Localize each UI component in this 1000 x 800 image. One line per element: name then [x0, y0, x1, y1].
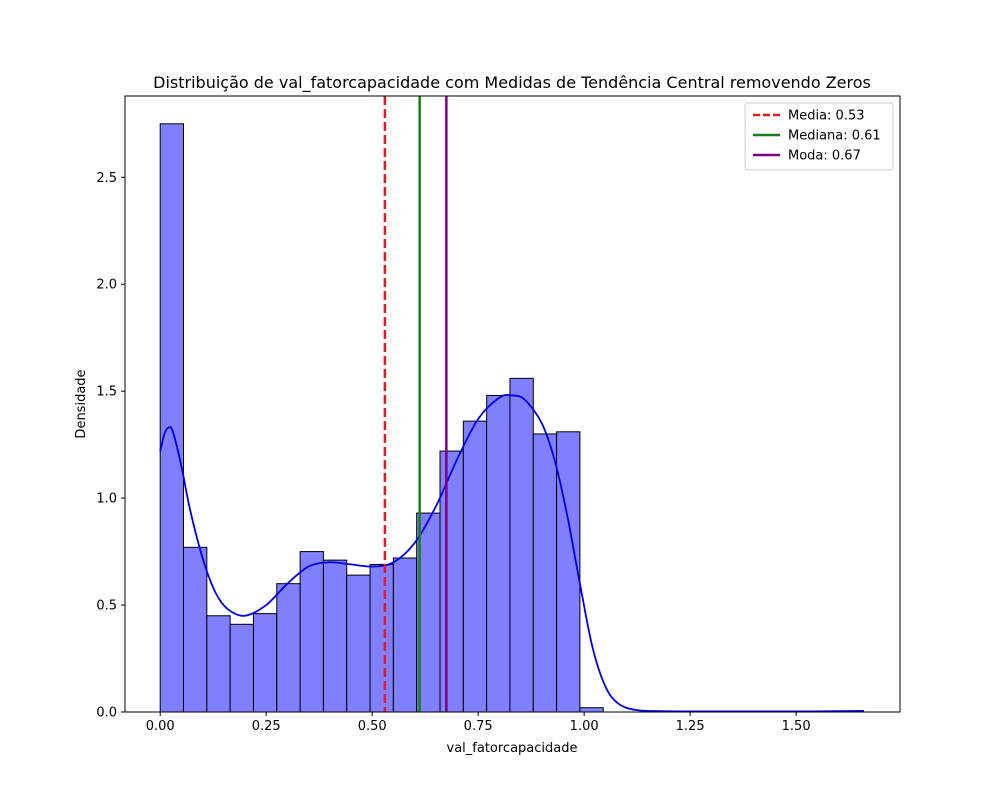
histogram-bar-8: [346, 574, 371, 713]
y-tick-label-2: 1.0: [96, 492, 117, 507]
histogram-bar-14: [486, 394, 511, 713]
histogram-bar-17: [556, 431, 581, 713]
x-axis-title: val_fatorcapacidade: [447, 741, 578, 756]
chart-title: Distribuição de val_fatorcapacidade com …: [153, 73, 871, 93]
y-tick-label-1: 0.5: [96, 599, 117, 614]
histogram-bar-6: [299, 551, 324, 713]
histogram-bar-4: [252, 613, 278, 713]
histogram-bar-18: [579, 707, 604, 713]
x-axis-ticks: 0.00 0.25 0.50 0.75 1.00 1.25 1.50: [146, 712, 811, 734]
x-tick-label-6: 1.50: [782, 719, 811, 734]
x-tick-label-1: 0.25: [252, 719, 281, 734]
y-tick-label-4: 2.0: [96, 278, 117, 293]
y-axis-ticks: 0.0 0.5 1.0 1.5 2.0 2.5: [96, 171, 125, 721]
histogram-bar-3: [229, 623, 254, 713]
x-tick-label-2: 0.50: [358, 719, 387, 734]
legend-label-0: Media: 0.53: [788, 109, 865, 124]
histogram-bar-1: [183, 546, 208, 713]
histogram-bar-10: [392, 557, 418, 713]
x-tick-label-4: 1.00: [570, 719, 599, 734]
histogram-bar-7: [322, 559, 348, 713]
histogram-bar-5: [276, 583, 301, 713]
histogram-bar-16: [532, 433, 558, 713]
histogram-bar-9: [369, 563, 394, 713]
kde-curve: [159, 394, 864, 713]
histogram-bar-13: [462, 420, 488, 713]
histogram-bar-15: [509, 377, 534, 713]
legend-label-2: Moda: 0.67: [788, 149, 861, 164]
legend-box: [744, 102, 894, 171]
x-tick-label-0: 0.00: [146, 719, 175, 734]
kde-layer: [159, 394, 864, 713]
histogram-bar-0: [159, 123, 185, 713]
central-tendency-lines: [383, 96, 448, 712]
legend-label-1: Mediana: 0.61: [788, 129, 881, 144]
legend: Media: 0.53 Mediana: 0.61 Moda: 0.67: [744, 102, 894, 171]
x-tick-label-3: 0.75: [464, 719, 493, 734]
y-axis-title: Densidade: [74, 369, 89, 438]
histogram-bars: [159, 123, 604, 713]
x-tick-label-5: 1.25: [676, 719, 705, 734]
plot-frame: [124, 95, 901, 713]
y-tick-label-5: 2.5: [96, 171, 117, 186]
histogram-bar-2: [206, 615, 231, 713]
y-tick-label-3: 1.5: [96, 385, 117, 400]
y-tick-label-0: 0.0: [96, 706, 117, 721]
